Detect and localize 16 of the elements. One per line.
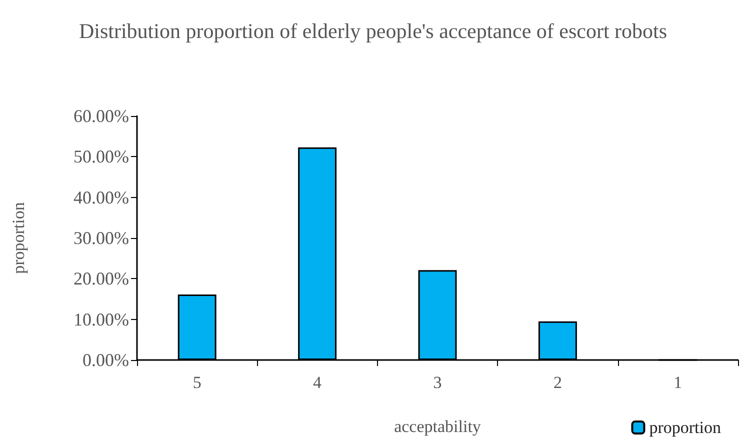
y-tick-label: 30.00% [74,228,129,248]
y-tick-label: 10.00% [74,309,129,330]
y-tick-label: 0.00% [82,350,129,370]
x-axis-title: acceptability [394,417,482,436]
y-tick-label: 60.00% [74,106,129,126]
x-tick-label: 2 [553,373,562,392]
y-axis-title: proportion [9,202,28,274]
y-tick-label: 50.00% [74,146,129,167]
y-tick-label: 40.00% [74,187,129,208]
x-tick-label: 4 [313,373,322,392]
y-tick-label: 20.00% [74,268,129,289]
x-tick-label: 1 [674,373,682,392]
legend-label: proportion [649,418,722,437]
x-tick-label: 3 [433,373,442,392]
x-tick-label: 5 [192,373,202,392]
chart-title: Distribution proportion of elderly people's acceptance of escort robots [78,19,668,43]
